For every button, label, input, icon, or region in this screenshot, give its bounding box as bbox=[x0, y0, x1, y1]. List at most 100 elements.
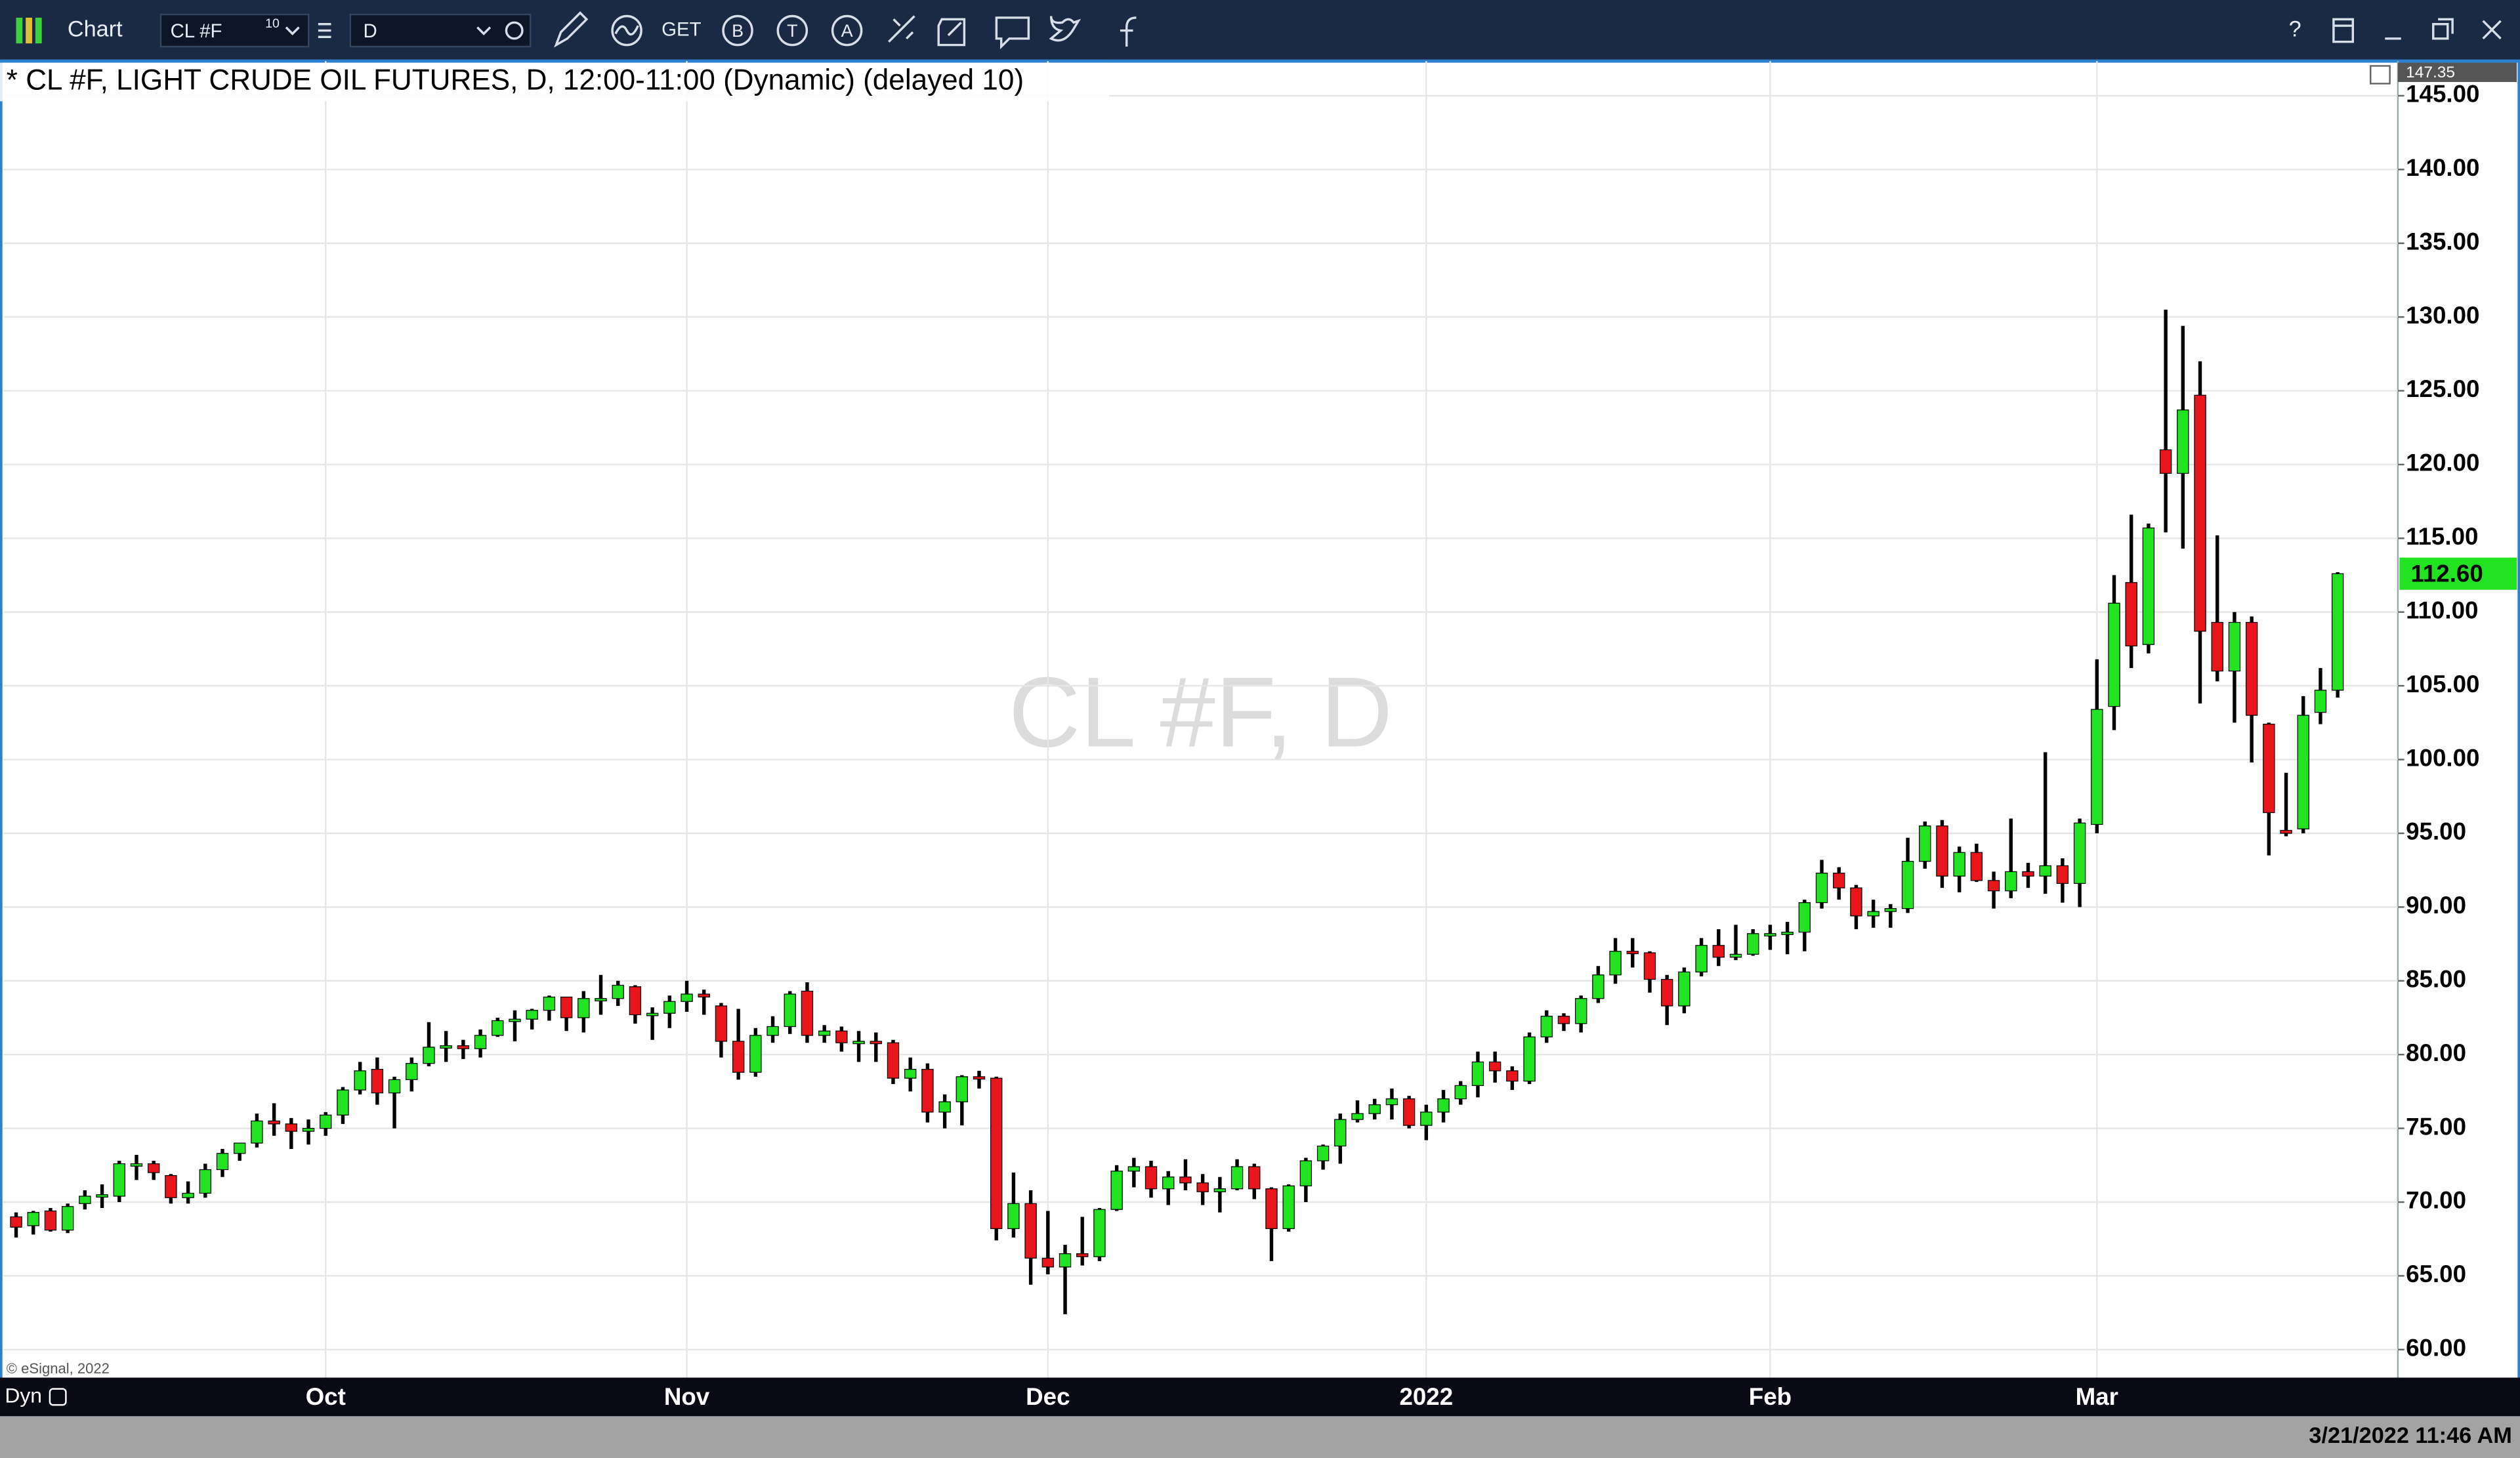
tool-circle[interactable] bbox=[722, 14, 753, 47]
candle-body bbox=[990, 1077, 1003, 1230]
candle-body bbox=[1867, 911, 1880, 917]
candle-body bbox=[1506, 1070, 1519, 1082]
candle-body bbox=[1764, 933, 1776, 937]
candle-body bbox=[2159, 449, 2172, 474]
x-tick-label: Feb bbox=[1749, 1383, 1792, 1410]
watermark: CL #F, D bbox=[1009, 657, 1393, 768]
candle-body bbox=[1437, 1098, 1450, 1113]
app-icon bbox=[26, 17, 32, 44]
dropdown-arrow[interactable] bbox=[476, 26, 492, 35]
dropdown-arrow[interactable] bbox=[285, 26, 300, 35]
x-tick-label: Dec bbox=[1026, 1383, 1070, 1410]
candle-body bbox=[1626, 951, 1639, 955]
candle-body bbox=[595, 998, 607, 1002]
candle-body bbox=[1592, 974, 1605, 999]
help[interactable]: ? bbox=[2289, 17, 2301, 42]
lock-icon[interactable] bbox=[49, 1388, 67, 1406]
tool-icon[interactable] bbox=[888, 15, 915, 43]
candle-body bbox=[1230, 1166, 1244, 1190]
study-icon[interactable] bbox=[614, 25, 639, 36]
comment-icon[interactable] bbox=[995, 16, 1030, 50]
y-tick-label: 60.00 bbox=[2406, 1334, 2466, 1361]
facebook-icon[interactable] bbox=[1120, 16, 1137, 47]
clock-icon[interactable] bbox=[505, 21, 524, 40]
candle-body bbox=[354, 1070, 366, 1091]
app-icon bbox=[35, 17, 42, 44]
window-icon[interactable] bbox=[2332, 18, 2355, 43]
candle-body bbox=[956, 1076, 968, 1102]
y-tick-label: 115.00 bbox=[2406, 523, 2478, 550]
candle-body bbox=[2211, 621, 2223, 672]
candle-body bbox=[199, 1169, 211, 1194]
candle-body bbox=[1987, 880, 2000, 892]
candle-body bbox=[337, 1089, 349, 1115]
draw-icon[interactable] bbox=[554, 11, 589, 48]
status-bar bbox=[0, 1416, 2520, 1458]
candle-body bbox=[1334, 1119, 1347, 1147]
candle-body bbox=[1695, 945, 1708, 972]
tool-b[interactable]: B bbox=[732, 21, 744, 41]
candle-body bbox=[457, 1045, 470, 1049]
candle-body bbox=[1454, 1085, 1467, 1100]
mode: Dyn bbox=[5, 1383, 42, 1407]
candle-body bbox=[1024, 1203, 1037, 1259]
candle-body bbox=[1282, 1185, 1295, 1230]
candle-body bbox=[904, 1069, 917, 1079]
last-price-label: 112.60 bbox=[2410, 560, 2483, 587]
candle-body bbox=[302, 1127, 315, 1132]
x-axis-bar bbox=[0, 1377, 2520, 1417]
chart-title: * CL #F, LIGHT CRUDE OIL FUTURES, D, 12:… bbox=[7, 64, 1024, 96]
candle-body bbox=[2177, 409, 2189, 474]
y-tick-label: 135.00 bbox=[2406, 228, 2479, 255]
candle-body bbox=[1368, 1104, 1381, 1114]
candle-body bbox=[1471, 1061, 1484, 1087]
expand-icon[interactable] bbox=[2370, 65, 2391, 85]
tool-circle[interactable] bbox=[831, 14, 863, 47]
study-icon[interactable] bbox=[611, 14, 642, 47]
y-tick-label: 145.00 bbox=[2406, 81, 2479, 108]
candle-body bbox=[852, 1041, 865, 1045]
candle-body bbox=[663, 1001, 676, 1014]
restore[interactable] bbox=[2432, 18, 2454, 40]
note-icon[interactable] bbox=[937, 18, 966, 47]
candle-body bbox=[44, 1210, 57, 1231]
close[interactable] bbox=[2482, 20, 2502, 40]
interval[interactable]: D bbox=[363, 20, 377, 42]
interval-box[interactable] bbox=[349, 13, 532, 48]
candle-body bbox=[818, 1030, 831, 1036]
candle-body bbox=[2297, 715, 2309, 829]
candle-body bbox=[1574, 998, 1587, 1024]
candle-body bbox=[801, 990, 814, 1036]
candle-body bbox=[79, 1196, 91, 1204]
candle-body bbox=[1953, 852, 1965, 877]
tool-a[interactable]: A bbox=[841, 21, 853, 41]
timestamp: 3/21/2022 11:46 AM bbox=[2309, 1423, 2511, 1448]
candle-body bbox=[1213, 1188, 1227, 1192]
candle-body bbox=[1661, 978, 1673, 1007]
candle-body bbox=[2039, 865, 2051, 877]
top-value-box bbox=[2397, 62, 2517, 82]
symbol-box[interactable] bbox=[159, 13, 310, 48]
candle-body bbox=[1110, 1171, 1123, 1210]
tool-circle[interactable] bbox=[776, 14, 808, 47]
candle-body bbox=[1402, 1098, 1416, 1126]
menu-icon[interactable] bbox=[318, 23, 331, 39]
candle-body bbox=[1385, 1098, 1398, 1106]
candle-body bbox=[1833, 873, 1845, 888]
candle-body bbox=[61, 1206, 74, 1231]
candle-body bbox=[715, 1005, 728, 1042]
candle-body bbox=[698, 993, 710, 998]
y-tick-label: 105.00 bbox=[2406, 671, 2479, 698]
candle-body bbox=[560, 996, 573, 1018]
get-tool[interactable]: GET bbox=[662, 18, 701, 40]
candle-body bbox=[285, 1123, 298, 1132]
tool-t[interactable]: T bbox=[787, 21, 797, 41]
x-tick-label: Oct bbox=[306, 1383, 346, 1410]
axis-top-value: 147.35 bbox=[2406, 64, 2455, 81]
candle-body bbox=[10, 1216, 22, 1228]
twitter-icon[interactable] bbox=[1049, 16, 1082, 42]
x-tick-label: Nov bbox=[664, 1383, 710, 1410]
symbol[interactable]: CL #F bbox=[171, 20, 222, 42]
candle-body bbox=[2245, 621, 2258, 716]
candle-body bbox=[1059, 1253, 1072, 1268]
